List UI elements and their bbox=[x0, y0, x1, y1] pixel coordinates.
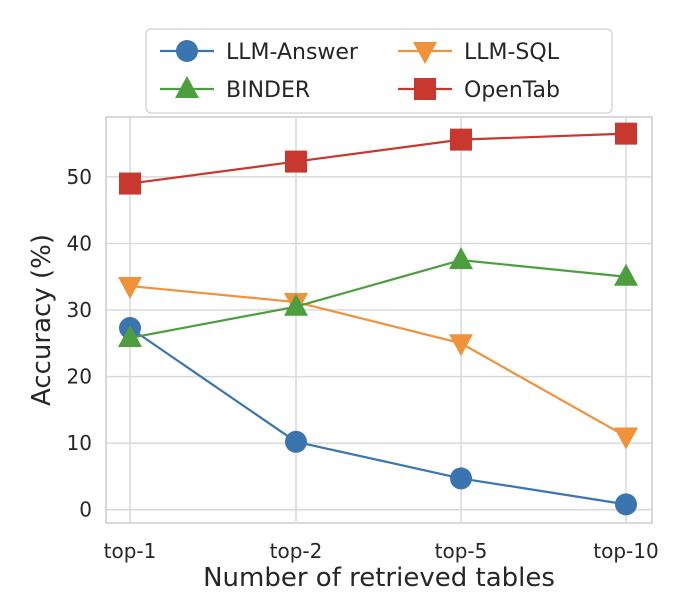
series-layer bbox=[118, 122, 638, 516]
y-tick-label: 20 bbox=[67, 365, 92, 389]
x-tick-label: top-10 bbox=[593, 539, 658, 563]
data-point-opentab bbox=[615, 122, 637, 145]
x-tick-label: top-2 bbox=[270, 539, 323, 563]
y-tick-label: 50 bbox=[67, 165, 92, 189]
series-line-llm-answer bbox=[129, 327, 627, 506]
series-line-opentab bbox=[129, 132, 627, 185]
y-tick-labels: 0 10 20 30 40 50 bbox=[67, 165, 92, 522]
y-tick-label: 10 bbox=[67, 431, 92, 455]
legend-label: LLM-SQL bbox=[464, 40, 560, 65]
legend-marker bbox=[175, 76, 199, 98]
data-point-opentab bbox=[285, 150, 307, 173]
data-point-binder bbox=[614, 263, 638, 286]
legend-label: OpenTab bbox=[464, 78, 560, 103]
series-llm-sql bbox=[118, 277, 638, 450]
x-tick-label: top-5 bbox=[435, 539, 488, 563]
x-tick-labels: top-1 top-2 top-5 top-10 bbox=[104, 539, 659, 563]
data-point-llm-answer bbox=[615, 493, 637, 516]
grid-lines bbox=[106, 117, 652, 523]
legend-label: LLM-Answer bbox=[226, 40, 359, 65]
y-axis-label: Accuracy (%) bbox=[27, 234, 57, 406]
legend-marker bbox=[176, 40, 198, 62]
legend-marker bbox=[413, 42, 437, 64]
series-line-binder bbox=[129, 258, 627, 340]
legend-item-llm-answer: LLM-Answer bbox=[160, 40, 359, 65]
x-axis-label: Number of retrieved tables bbox=[203, 563, 555, 593]
data-point-llm-sql bbox=[614, 427, 638, 450]
y-tick-label: 40 bbox=[67, 231, 92, 255]
data-point-llm-sql bbox=[449, 334, 473, 357]
data-point-opentab bbox=[450, 128, 472, 151]
data-point-binder bbox=[284, 293, 308, 316]
x-tick-label: top-1 bbox=[104, 539, 157, 563]
y-tick-label: 0 bbox=[79, 498, 92, 522]
legend-item-binder: BINDER bbox=[160, 76, 310, 103]
data-point-binder bbox=[449, 247, 473, 270]
data-point-llm-sql bbox=[118, 277, 142, 300]
data-point-llm-answer bbox=[285, 430, 307, 453]
series-line-llm-sql bbox=[129, 284, 627, 438]
series-opentab bbox=[119, 122, 637, 195]
legend-box bbox=[145, 28, 613, 114]
legend-item-opentab: OpenTab bbox=[398, 78, 560, 103]
legend: LLM-Answer LLM-SQL BINDER OpenTab bbox=[145, 28, 613, 114]
series-binder bbox=[118, 247, 638, 347]
plot-area bbox=[105, 116, 653, 524]
legend-label: BINDER bbox=[226, 78, 310, 103]
legend-item-llm-sql: LLM-SQL bbox=[398, 40, 560, 65]
data-point-binder bbox=[118, 324, 142, 347]
data-point-llm-answer bbox=[450, 467, 472, 490]
legend-marker bbox=[414, 78, 436, 100]
data-point-opentab bbox=[119, 172, 141, 195]
y-tick-label: 30 bbox=[67, 298, 92, 322]
